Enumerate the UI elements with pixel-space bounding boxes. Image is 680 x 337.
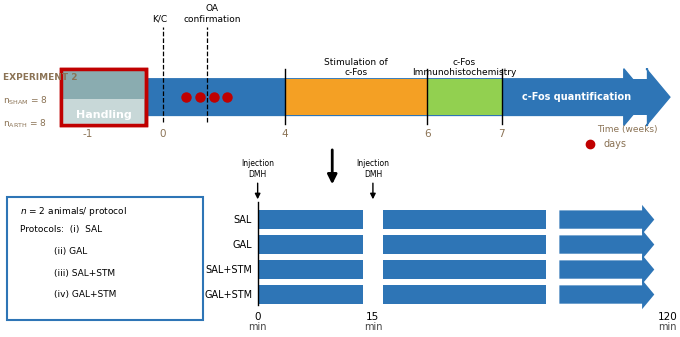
- Bar: [383, 210, 546, 229]
- Text: c-Fos quantification: c-Fos quantification: [522, 92, 631, 102]
- Text: n$_{\mathsf{ARTH}}$ = 8: n$_{\mathsf{ARTH}}$ = 8: [3, 118, 47, 130]
- Text: min: min: [364, 322, 382, 332]
- Text: (iv) GAL+STM: (iv) GAL+STM: [54, 290, 116, 299]
- Text: min: min: [659, 322, 677, 332]
- Text: GAL: GAL: [233, 240, 252, 249]
- Bar: [502, 79, 651, 116]
- Bar: [61, 69, 146, 125]
- Text: Injection
DMH: Injection DMH: [356, 159, 390, 179]
- Bar: [63, 69, 144, 99]
- Bar: [7, 197, 203, 320]
- Bar: [258, 210, 362, 229]
- Text: c-Fos
Immunohistochemistry: c-Fos Immunohistochemistry: [412, 58, 517, 77]
- Text: 7: 7: [498, 129, 505, 139]
- Text: Stimulation of
c-Fos: Stimulation of c-Fos: [324, 58, 388, 77]
- Text: Injection
DMH: Injection DMH: [241, 159, 274, 179]
- Bar: [383, 285, 546, 304]
- Text: -1: -1: [83, 129, 93, 139]
- Bar: [383, 235, 546, 254]
- Bar: [427, 79, 502, 116]
- Text: 4: 4: [282, 129, 288, 139]
- FancyArrow shape: [560, 280, 654, 309]
- FancyArrow shape: [646, 69, 670, 125]
- Text: 120: 120: [658, 312, 678, 322]
- Bar: [285, 79, 427, 116]
- Text: (iii) SAL+STM: (iii) SAL+STM: [54, 269, 116, 278]
- Bar: [63, 69, 144, 125]
- Text: 6: 6: [424, 129, 430, 139]
- Text: (ii) GAL: (ii) GAL: [54, 247, 88, 256]
- FancyArrow shape: [61, 69, 647, 125]
- Text: n$_{\mathsf{SHAM}}$ = 8: n$_{\mathsf{SHAM}}$ = 8: [3, 94, 48, 107]
- Text: Time (weeks): Time (weeks): [597, 125, 658, 134]
- Text: Protocols:  (i)  SAL: Protocols: (i) SAL: [20, 225, 103, 235]
- FancyArrow shape: [560, 255, 654, 284]
- FancyArrow shape: [560, 230, 654, 259]
- Text: Handling: Handling: [75, 111, 131, 120]
- Text: days: days: [603, 139, 626, 149]
- Text: GAL+STM: GAL+STM: [204, 289, 252, 300]
- Bar: [258, 261, 362, 279]
- Bar: [61, 69, 146, 125]
- Text: 15: 15: [367, 312, 379, 322]
- Text: EXPERIMENT 2: EXPERIMENT 2: [3, 73, 78, 82]
- Text: K/C: K/C: [152, 15, 167, 24]
- FancyArrow shape: [560, 205, 654, 234]
- Bar: [258, 285, 362, 304]
- Bar: [163, 79, 285, 116]
- Text: $\mathit{n}$ = 2 animals/ protocol: $\mathit{n}$ = 2 animals/ protocol: [20, 205, 127, 218]
- Bar: [383, 261, 546, 279]
- Text: SAL+STM: SAL+STM: [205, 265, 252, 275]
- Text: SAL: SAL: [234, 215, 252, 224]
- Text: 0: 0: [254, 312, 261, 322]
- Text: 0: 0: [160, 129, 166, 139]
- Bar: [258, 235, 362, 254]
- Text: min: min: [248, 322, 267, 332]
- Text: OA
confirmation: OA confirmation: [184, 4, 241, 24]
